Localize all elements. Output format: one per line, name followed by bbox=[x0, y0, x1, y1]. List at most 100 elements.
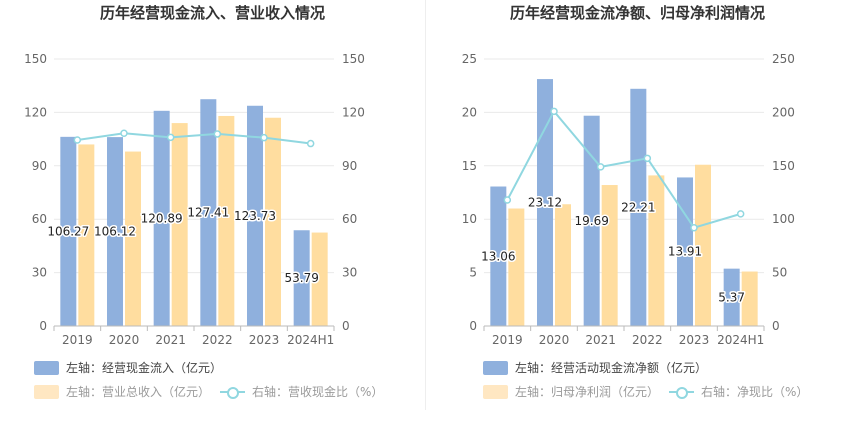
y-right-tick-label: 60 bbox=[342, 212, 357, 226]
x-tick-label: 2019 bbox=[492, 333, 523, 347]
x-tick-label: 2020 bbox=[109, 333, 140, 347]
legend-item-line[interactable]: 右轴：营收现金比（%） bbox=[220, 383, 383, 400]
bar-net-cashflow bbox=[677, 177, 693, 326]
legend-swatch-line bbox=[220, 385, 245, 399]
panel-divider bbox=[425, 0, 426, 410]
bar-net-profit bbox=[741, 271, 758, 326]
data-label: 123.73 bbox=[234, 209, 276, 223]
x-tick-label: 2021 bbox=[585, 333, 616, 347]
legend-label: 左轴：经营活动现金流净额（亿元） bbox=[515, 361, 708, 375]
data-label: 13.06 bbox=[481, 249, 515, 263]
bar-net-profit bbox=[555, 204, 571, 326]
x-tick-label: 2019 bbox=[62, 333, 93, 347]
ratio-point bbox=[736, 210, 745, 218]
legend-swatch-bar1 bbox=[483, 360, 508, 375]
chart-panel-netcash-profit: 历年经营现金流净额、归母净利润情况 0 5 10 15 20 25 0 50 100 150 200… bbox=[425, 0, 850, 437]
ratio-point bbox=[120, 129, 128, 137]
legend-item-bar2[interactable]: 左轴：营业总收入（亿元） bbox=[34, 383, 210, 400]
bar-net-cashflow bbox=[490, 186, 507, 326]
chart-title: 历年经营现金流净额、归母净利润情况 bbox=[509, 4, 765, 22]
legend-swatch-line bbox=[669, 385, 694, 399]
y-right-tick-label: 0 bbox=[342, 319, 350, 333]
y-right-tick-label: 0 bbox=[772, 319, 780, 333]
legend-swatch-bar2 bbox=[483, 384, 508, 399]
legend-label: 右轴：营收现金比（%） bbox=[252, 385, 384, 399]
bar-revenue bbox=[125, 151, 141, 326]
legend-swatch-bar1 bbox=[34, 360, 59, 375]
ratio-point bbox=[643, 154, 652, 163]
legend-label: 左轴：营业总收入（亿元） bbox=[66, 385, 211, 399]
data-label: 23.12 bbox=[528, 196, 562, 210]
bar-revenue bbox=[171, 123, 188, 326]
y-right-tick-label: 250 bbox=[772, 52, 795, 66]
y-right-tick-label: 90 bbox=[342, 159, 357, 173]
bar-net-cashflow bbox=[537, 79, 553, 326]
ratio-point bbox=[503, 196, 512, 204]
data-label: 5.37 bbox=[718, 290, 745, 304]
x-tick-label: 2023 bbox=[679, 333, 710, 347]
legend-item-bar2[interactable]: 左轴：归母净利润（亿元） bbox=[483, 383, 659, 400]
data-label: 120.89 bbox=[141, 211, 183, 225]
ratio-point bbox=[690, 223, 698, 232]
data-label: 53.79 bbox=[284, 271, 318, 285]
data-label: 22.21 bbox=[621, 200, 655, 214]
ratio-line bbox=[77, 132, 311, 145]
ratio-point bbox=[73, 136, 82, 144]
bar-cash-inflow bbox=[107, 137, 123, 326]
bar-net-profit bbox=[508, 208, 525, 326]
legend-label: 左轴：归母净利润（亿元） bbox=[515, 385, 660, 399]
x-tick-label: 2024H1 bbox=[287, 333, 334, 347]
chart-svg-cashflow-revenue: 0 30 60 90 120 150 0 30 60 90 120 150 2019 2020 2021 20… bbox=[24, 52, 365, 347]
bar-revenue bbox=[311, 232, 328, 326]
x-tick-label: 2022 bbox=[632, 333, 663, 347]
y-right-tick-label: 200 bbox=[772, 105, 795, 119]
y-left-tick-label: 90 bbox=[32, 159, 47, 173]
bar-cash-inflow bbox=[247, 105, 263, 327]
y-right-tick-label: 150 bbox=[772, 159, 795, 173]
y-right-tick-label: 150 bbox=[342, 52, 365, 66]
legend-item-bar1[interactable]: 左轴：经营现金流入（亿元） bbox=[34, 359, 222, 376]
bar-net-cashflow bbox=[723, 268, 740, 326]
ratio-point bbox=[166, 133, 175, 142]
ratio-point bbox=[260, 133, 268, 142]
data-label: 127.41 bbox=[187, 206, 229, 220]
x-tick-label: 2024H1 bbox=[717, 333, 764, 347]
bar-revenue bbox=[78, 144, 95, 326]
y-right-tick-label: 100 bbox=[772, 212, 795, 226]
ratio-point bbox=[306, 139, 315, 148]
y-right-tick-label: 120 bbox=[342, 105, 365, 119]
bar-net-cashflow bbox=[583, 115, 600, 326]
chart-panel-cashflow-revenue: 历年经营现金流入、营业收入情况 0 30 60 90 120 150 0 30 60 90 120 1… bbox=[24, 4, 383, 400]
y-right-tick-label: 30 bbox=[342, 266, 357, 280]
y-left-tick-label: 0 bbox=[39, 319, 47, 333]
bar-net-cashflow bbox=[630, 88, 647, 326]
bar-net-profit bbox=[601, 185, 618, 326]
data-label: 19.69 bbox=[574, 214, 608, 228]
y-left-tick-label: 30 bbox=[32, 266, 47, 280]
ratio-point bbox=[213, 130, 222, 138]
bar-revenue bbox=[218, 115, 235, 327]
y-left-tick-label: 0 bbox=[469, 319, 477, 333]
bar-cash-inflow bbox=[153, 110, 170, 327]
bar-revenue bbox=[265, 117, 281, 327]
data-label: 13.91 bbox=[668, 245, 702, 259]
y-left-tick-label: 60 bbox=[32, 212, 47, 226]
data-label: 106.12 bbox=[94, 225, 136, 239]
ratio-point bbox=[596, 163, 605, 171]
x-tick-label: 2021 bbox=[155, 333, 186, 347]
legend-item-line[interactable]: 右轴：净现比（%） bbox=[669, 383, 808, 400]
x-tick-label: 2022 bbox=[202, 333, 233, 347]
bar-net-profit bbox=[695, 164, 711, 326]
legend-item-bar1[interactable]: 左轴：经营活动现金流净额（亿元） bbox=[483, 359, 707, 376]
y-right-tick-label: 50 bbox=[772, 266, 787, 280]
bar-cash-inflow bbox=[60, 136, 77, 326]
ratio-point bbox=[550, 107, 558, 116]
y-left-tick-label: 25 bbox=[462, 52, 477, 66]
y-left-tick-label: 5 bbox=[469, 266, 477, 280]
bar-net-profit bbox=[648, 175, 665, 326]
chart-title: 历年经营现金流入、营业收入情况 bbox=[99, 4, 325, 22]
legend-label: 右轴：净现比（%） bbox=[701, 385, 809, 399]
data-label: 106.27 bbox=[47, 224, 89, 238]
